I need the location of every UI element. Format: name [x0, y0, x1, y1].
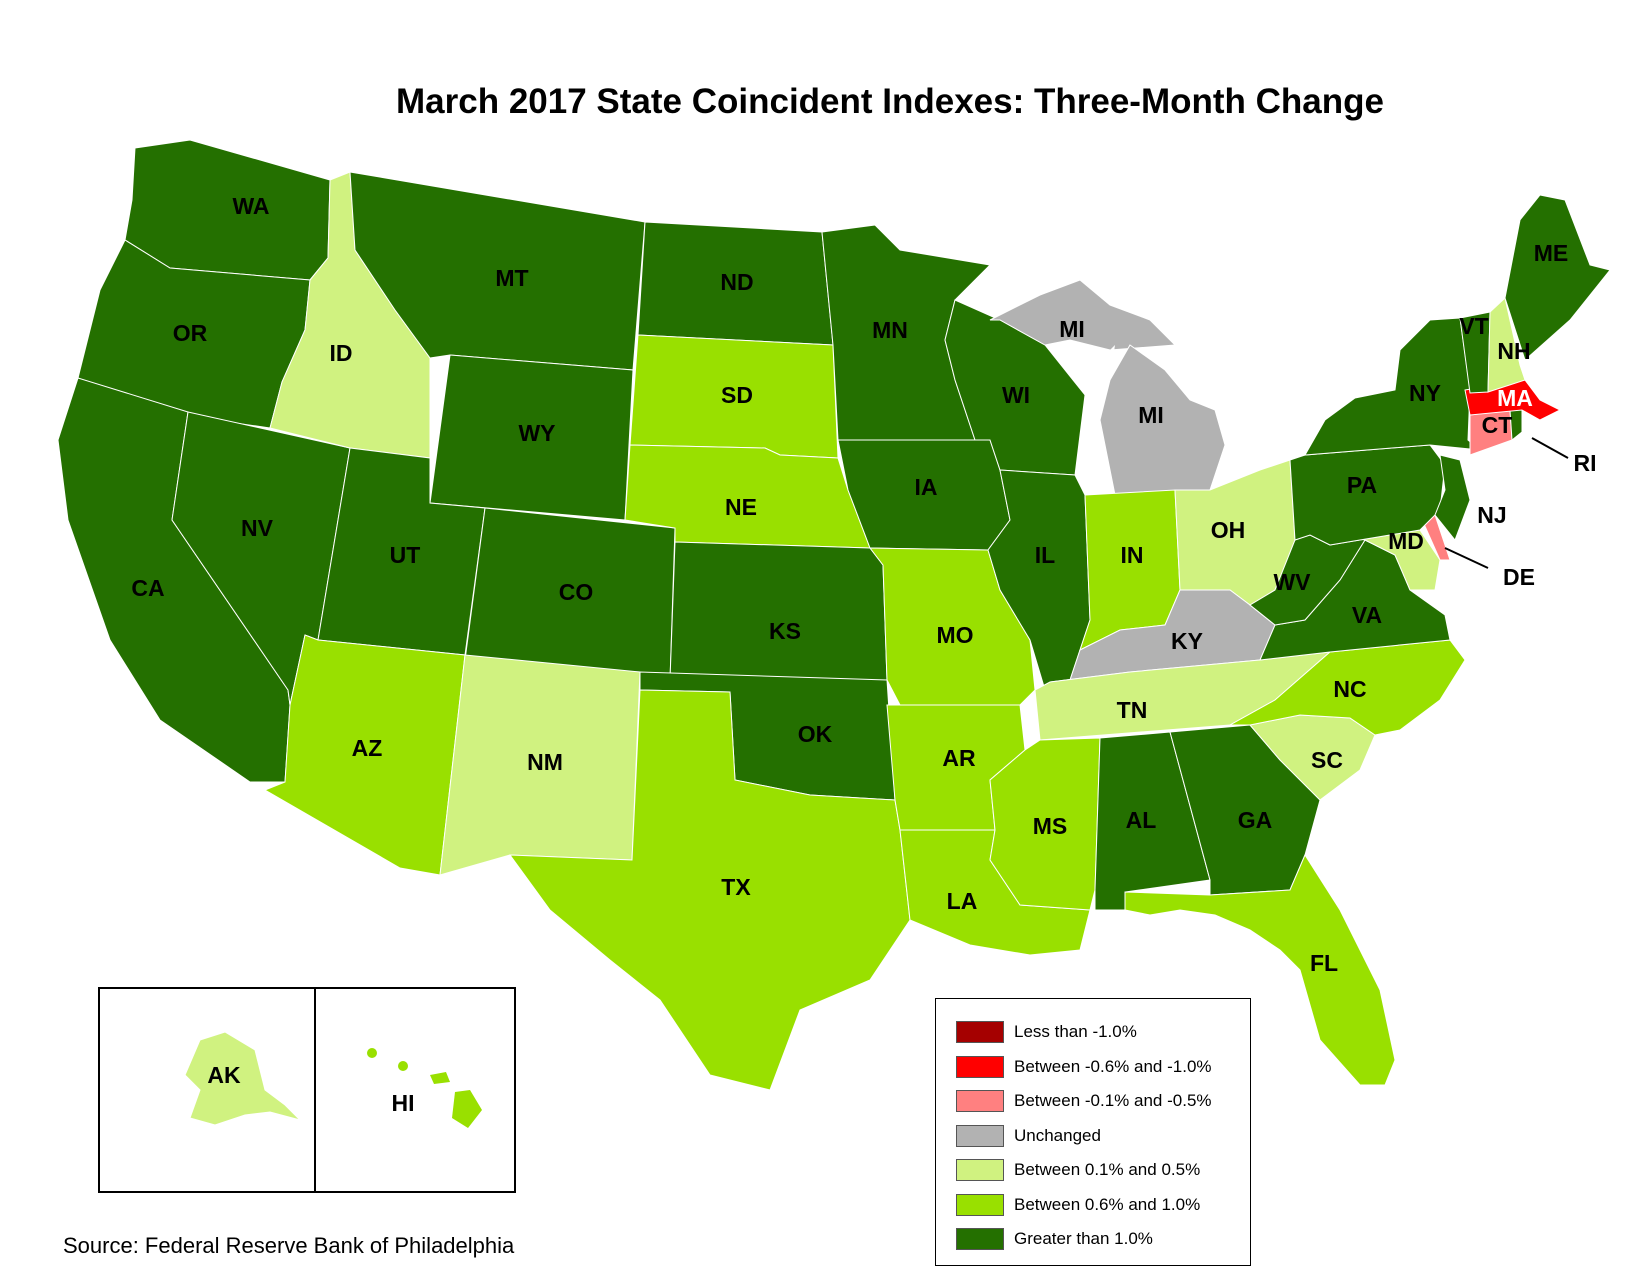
state-ak[interactable]: [184, 1031, 302, 1126]
label-vt: VT: [1459, 313, 1488, 339]
label-ga: GA: [1238, 807, 1273, 833]
state-mi-upper[interactable]: [989, 279, 1177, 351]
legend-label: Greater than 1.0%: [1014, 1229, 1153, 1248]
island-kauai[interactable]: [367, 1048, 377, 1058]
legend-swatch: [956, 1193, 1004, 1216]
label-wy: WY: [518, 420, 555, 446]
states-layer: [57, 139, 1611, 1091]
label-va: VA: [1352, 602, 1382, 628]
label-ok: OK: [798, 721, 833, 747]
label-la: LA: [947, 888, 978, 914]
state-tx[interactable]: [508, 689, 911, 1091]
label-sc: SC: [1311, 747, 1343, 773]
label-ak: AK: [207, 1062, 241, 1088]
legend-item: Between 0.6% and 1.0%: [956, 1193, 1201, 1216]
label-tn: TN: [1117, 697, 1148, 723]
legend-swatch: [956, 1124, 1004, 1147]
state-ny[interactable]: [1304, 317, 1482, 456]
label-wa: WA: [232, 193, 269, 219]
label-md: MD: [1388, 528, 1424, 554]
label-mn: MN: [872, 317, 908, 343]
legend-swatch: [956, 1021, 1004, 1043]
label-nd: ND: [720, 269, 753, 295]
label-wv: WV: [1273, 569, 1311, 595]
label-in: IN: [1121, 542, 1144, 568]
label-ne: NE: [725, 494, 757, 520]
label-al: AL: [1126, 807, 1157, 833]
legend-item: Less than -1.0%: [956, 1021, 1137, 1043]
label-ct: CT: [1482, 412, 1513, 438]
label-mi: MI: [1138, 402, 1164, 428]
label-fl: FL: [1310, 950, 1338, 976]
legend-label: Between 0.6% and 1.0%: [1014, 1194, 1201, 1214]
label-nc: NC: [1333, 676, 1366, 702]
label-id: ID: [330, 340, 353, 366]
label-ks: KS: [769, 618, 801, 644]
state-nc[interactable]: [1228, 639, 1466, 736]
label-mi-upper: MI: [1059, 316, 1085, 342]
label-ut: UT: [390, 542, 421, 568]
legend-label: Between 0.1% and 0.5%: [1014, 1160, 1201, 1179]
label-wi: WI: [1002, 382, 1030, 408]
state-labels: WA OR CA ID NV MT WY UT CO AZ NM ND SD N…: [131, 193, 1596, 1116]
legend: Less than -1.0% Between -0.6% and -1.0% Be…: [935, 998, 1251, 1266]
state-me[interactable]: [1504, 194, 1611, 361]
state-ks[interactable]: [669, 541, 888, 681]
legend-item: Between -0.6% and -1.0%: [956, 1055, 1212, 1078]
hawaii-islands: [367, 1048, 482, 1128]
label-tx: TX: [721, 874, 751, 900]
label-il: IL: [1035, 542, 1055, 568]
ri-leader-line: [1531, 437, 1569, 459]
state-fl[interactable]: [1124, 853, 1396, 1086]
label-me: ME: [1534, 240, 1569, 266]
legend-swatch: [956, 1228, 1004, 1250]
label-ny: NY: [1409, 380, 1441, 406]
label-de: DE: [1503, 564, 1535, 590]
inset-alaska: [98, 987, 316, 1193]
label-ma: MA: [1497, 385, 1533, 411]
island-hawaii[interactable]: [452, 1090, 482, 1128]
label-mt: MT: [495, 265, 528, 291]
label-co: CO: [559, 579, 594, 605]
legend-label: Unchanged: [1014, 1125, 1101, 1145]
label-oh: OH: [1211, 517, 1246, 543]
state-nh[interactable]: [1487, 297, 1526, 393]
label-pa: PA: [1347, 472, 1377, 498]
label-ar: AR: [942, 745, 976, 771]
legend-item: Between 0.1% and 0.5%: [956, 1159, 1200, 1181]
state-nj[interactable]: [1434, 454, 1471, 541]
legend-label: Less than -1.0%: [1014, 1022, 1137, 1041]
label-nv: NV: [241, 515, 274, 541]
legend-swatch: [956, 1159, 1004, 1181]
source-note: Source: Federal Reserve Bank of Philadel…: [63, 1233, 515, 1258]
legend-swatch: [956, 1055, 1004, 1078]
label-ms: MS: [1033, 813, 1068, 839]
label-ri: RI: [1574, 450, 1597, 476]
legend-label: Between -0.6% and -1.0%: [1014, 1056, 1212, 1076]
legend-item: Unchanged: [956, 1124, 1101, 1147]
legend-swatch: [956, 1090, 1004, 1112]
label-ia: IA: [915, 474, 938, 500]
legend-item: Greater than 1.0%: [956, 1228, 1153, 1250]
inset-hawaii: [314, 987, 516, 1193]
label-nh: NH: [1497, 338, 1530, 364]
label-ky: KY: [1171, 628, 1203, 654]
label-hi: HI: [392, 1090, 415, 1116]
label-ca: CA: [131, 575, 164, 601]
label-nm: NM: [527, 749, 563, 775]
label-mo: MO: [936, 622, 973, 648]
label-sd: SD: [721, 382, 753, 408]
lake-michigan: [1085, 345, 1115, 480]
label-nj: NJ: [1477, 502, 1506, 528]
de-leader-line: [1444, 547, 1489, 569]
legend-label: Between -0.1% and -0.5%: [1014, 1091, 1212, 1110]
label-az: AZ: [352, 735, 383, 761]
map-title: March 2017 State Coincident Indexes: Thr…: [396, 82, 1384, 121]
island-oahu[interactable]: [398, 1061, 408, 1071]
island-maui[interactable]: [430, 1072, 450, 1084]
label-or: OR: [173, 320, 208, 346]
legend-item: Between -0.1% and -0.5%: [956, 1090, 1212, 1112]
